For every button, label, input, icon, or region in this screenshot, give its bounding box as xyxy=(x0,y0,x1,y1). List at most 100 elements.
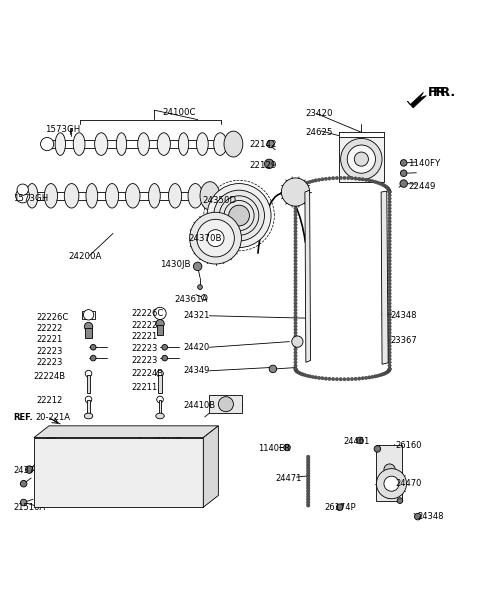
Text: 24321: 24321 xyxy=(183,311,210,320)
Ellipse shape xyxy=(95,133,108,156)
Circle shape xyxy=(294,361,297,364)
Circle shape xyxy=(218,396,233,412)
Circle shape xyxy=(321,178,324,181)
Circle shape xyxy=(294,344,297,348)
Circle shape xyxy=(162,345,168,350)
Circle shape xyxy=(388,322,391,325)
Circle shape xyxy=(197,219,234,257)
Circle shape xyxy=(308,180,312,184)
Circle shape xyxy=(371,375,374,379)
Ellipse shape xyxy=(224,131,243,157)
Circle shape xyxy=(294,369,298,372)
Circle shape xyxy=(52,467,60,475)
Circle shape xyxy=(294,246,297,249)
Circle shape xyxy=(294,223,297,226)
Text: 22223: 22223 xyxy=(37,358,63,367)
Circle shape xyxy=(335,378,338,381)
Circle shape xyxy=(384,481,395,492)
Text: 24375B: 24375B xyxy=(13,466,46,475)
Circle shape xyxy=(165,467,172,475)
Circle shape xyxy=(294,328,297,331)
Circle shape xyxy=(294,256,297,259)
Ellipse shape xyxy=(90,429,99,435)
Circle shape xyxy=(400,159,407,166)
Circle shape xyxy=(294,308,297,312)
Circle shape xyxy=(376,181,379,184)
Circle shape xyxy=(303,182,307,185)
Circle shape xyxy=(385,186,389,189)
Circle shape xyxy=(20,480,27,487)
Circle shape xyxy=(47,463,64,480)
Circle shape xyxy=(70,457,98,485)
Ellipse shape xyxy=(64,184,79,208)
Ellipse shape xyxy=(196,133,208,156)
Circle shape xyxy=(306,489,310,493)
Circle shape xyxy=(295,370,299,373)
Circle shape xyxy=(294,189,297,193)
Circle shape xyxy=(294,285,297,289)
Circle shape xyxy=(294,292,297,295)
Circle shape xyxy=(388,334,391,338)
Circle shape xyxy=(388,325,391,328)
Text: 1430JB: 1430JB xyxy=(160,260,191,269)
Circle shape xyxy=(306,455,310,458)
Circle shape xyxy=(154,307,166,320)
Circle shape xyxy=(400,170,407,176)
Circle shape xyxy=(301,373,304,376)
Circle shape xyxy=(388,263,391,266)
Circle shape xyxy=(388,223,391,226)
Circle shape xyxy=(373,375,377,378)
Circle shape xyxy=(294,341,297,344)
Circle shape xyxy=(306,469,310,473)
Circle shape xyxy=(306,486,310,490)
Circle shape xyxy=(358,377,361,380)
Text: 1140FY: 1140FY xyxy=(408,159,441,168)
Ellipse shape xyxy=(86,184,98,208)
Circle shape xyxy=(296,370,300,374)
Circle shape xyxy=(343,176,346,179)
Circle shape xyxy=(39,451,48,460)
Text: 22129: 22129 xyxy=(250,161,277,170)
Circle shape xyxy=(317,376,321,379)
Circle shape xyxy=(388,341,391,344)
Polygon shape xyxy=(381,191,388,364)
Text: 22142: 22142 xyxy=(250,140,277,148)
Circle shape xyxy=(296,186,300,189)
Circle shape xyxy=(373,180,377,184)
Circle shape xyxy=(281,178,310,206)
Circle shape xyxy=(388,190,391,194)
Circle shape xyxy=(294,367,297,370)
Circle shape xyxy=(202,295,207,300)
Bar xyxy=(209,395,242,413)
Circle shape xyxy=(354,152,369,166)
Circle shape xyxy=(306,464,310,467)
Circle shape xyxy=(294,282,297,285)
Circle shape xyxy=(306,475,310,478)
Circle shape xyxy=(190,212,241,264)
Ellipse shape xyxy=(168,184,181,208)
Circle shape xyxy=(388,367,391,370)
Ellipse shape xyxy=(84,413,93,419)
Circle shape xyxy=(324,377,327,380)
Polygon shape xyxy=(305,190,311,362)
Circle shape xyxy=(388,233,391,237)
Text: 24100C: 24100C xyxy=(162,108,196,117)
Circle shape xyxy=(368,376,371,379)
Circle shape xyxy=(388,311,391,315)
Circle shape xyxy=(388,318,391,322)
Circle shape xyxy=(294,210,297,213)
Circle shape xyxy=(295,187,299,190)
Circle shape xyxy=(388,249,391,253)
Circle shape xyxy=(294,269,297,272)
Circle shape xyxy=(214,190,264,241)
Circle shape xyxy=(358,177,361,181)
Circle shape xyxy=(311,179,314,183)
Circle shape xyxy=(324,177,327,181)
Circle shape xyxy=(156,320,164,328)
Ellipse shape xyxy=(188,184,203,208)
Circle shape xyxy=(388,226,391,230)
Circle shape xyxy=(294,204,297,207)
Circle shape xyxy=(294,272,297,275)
Circle shape xyxy=(303,373,307,377)
Circle shape xyxy=(294,364,297,367)
